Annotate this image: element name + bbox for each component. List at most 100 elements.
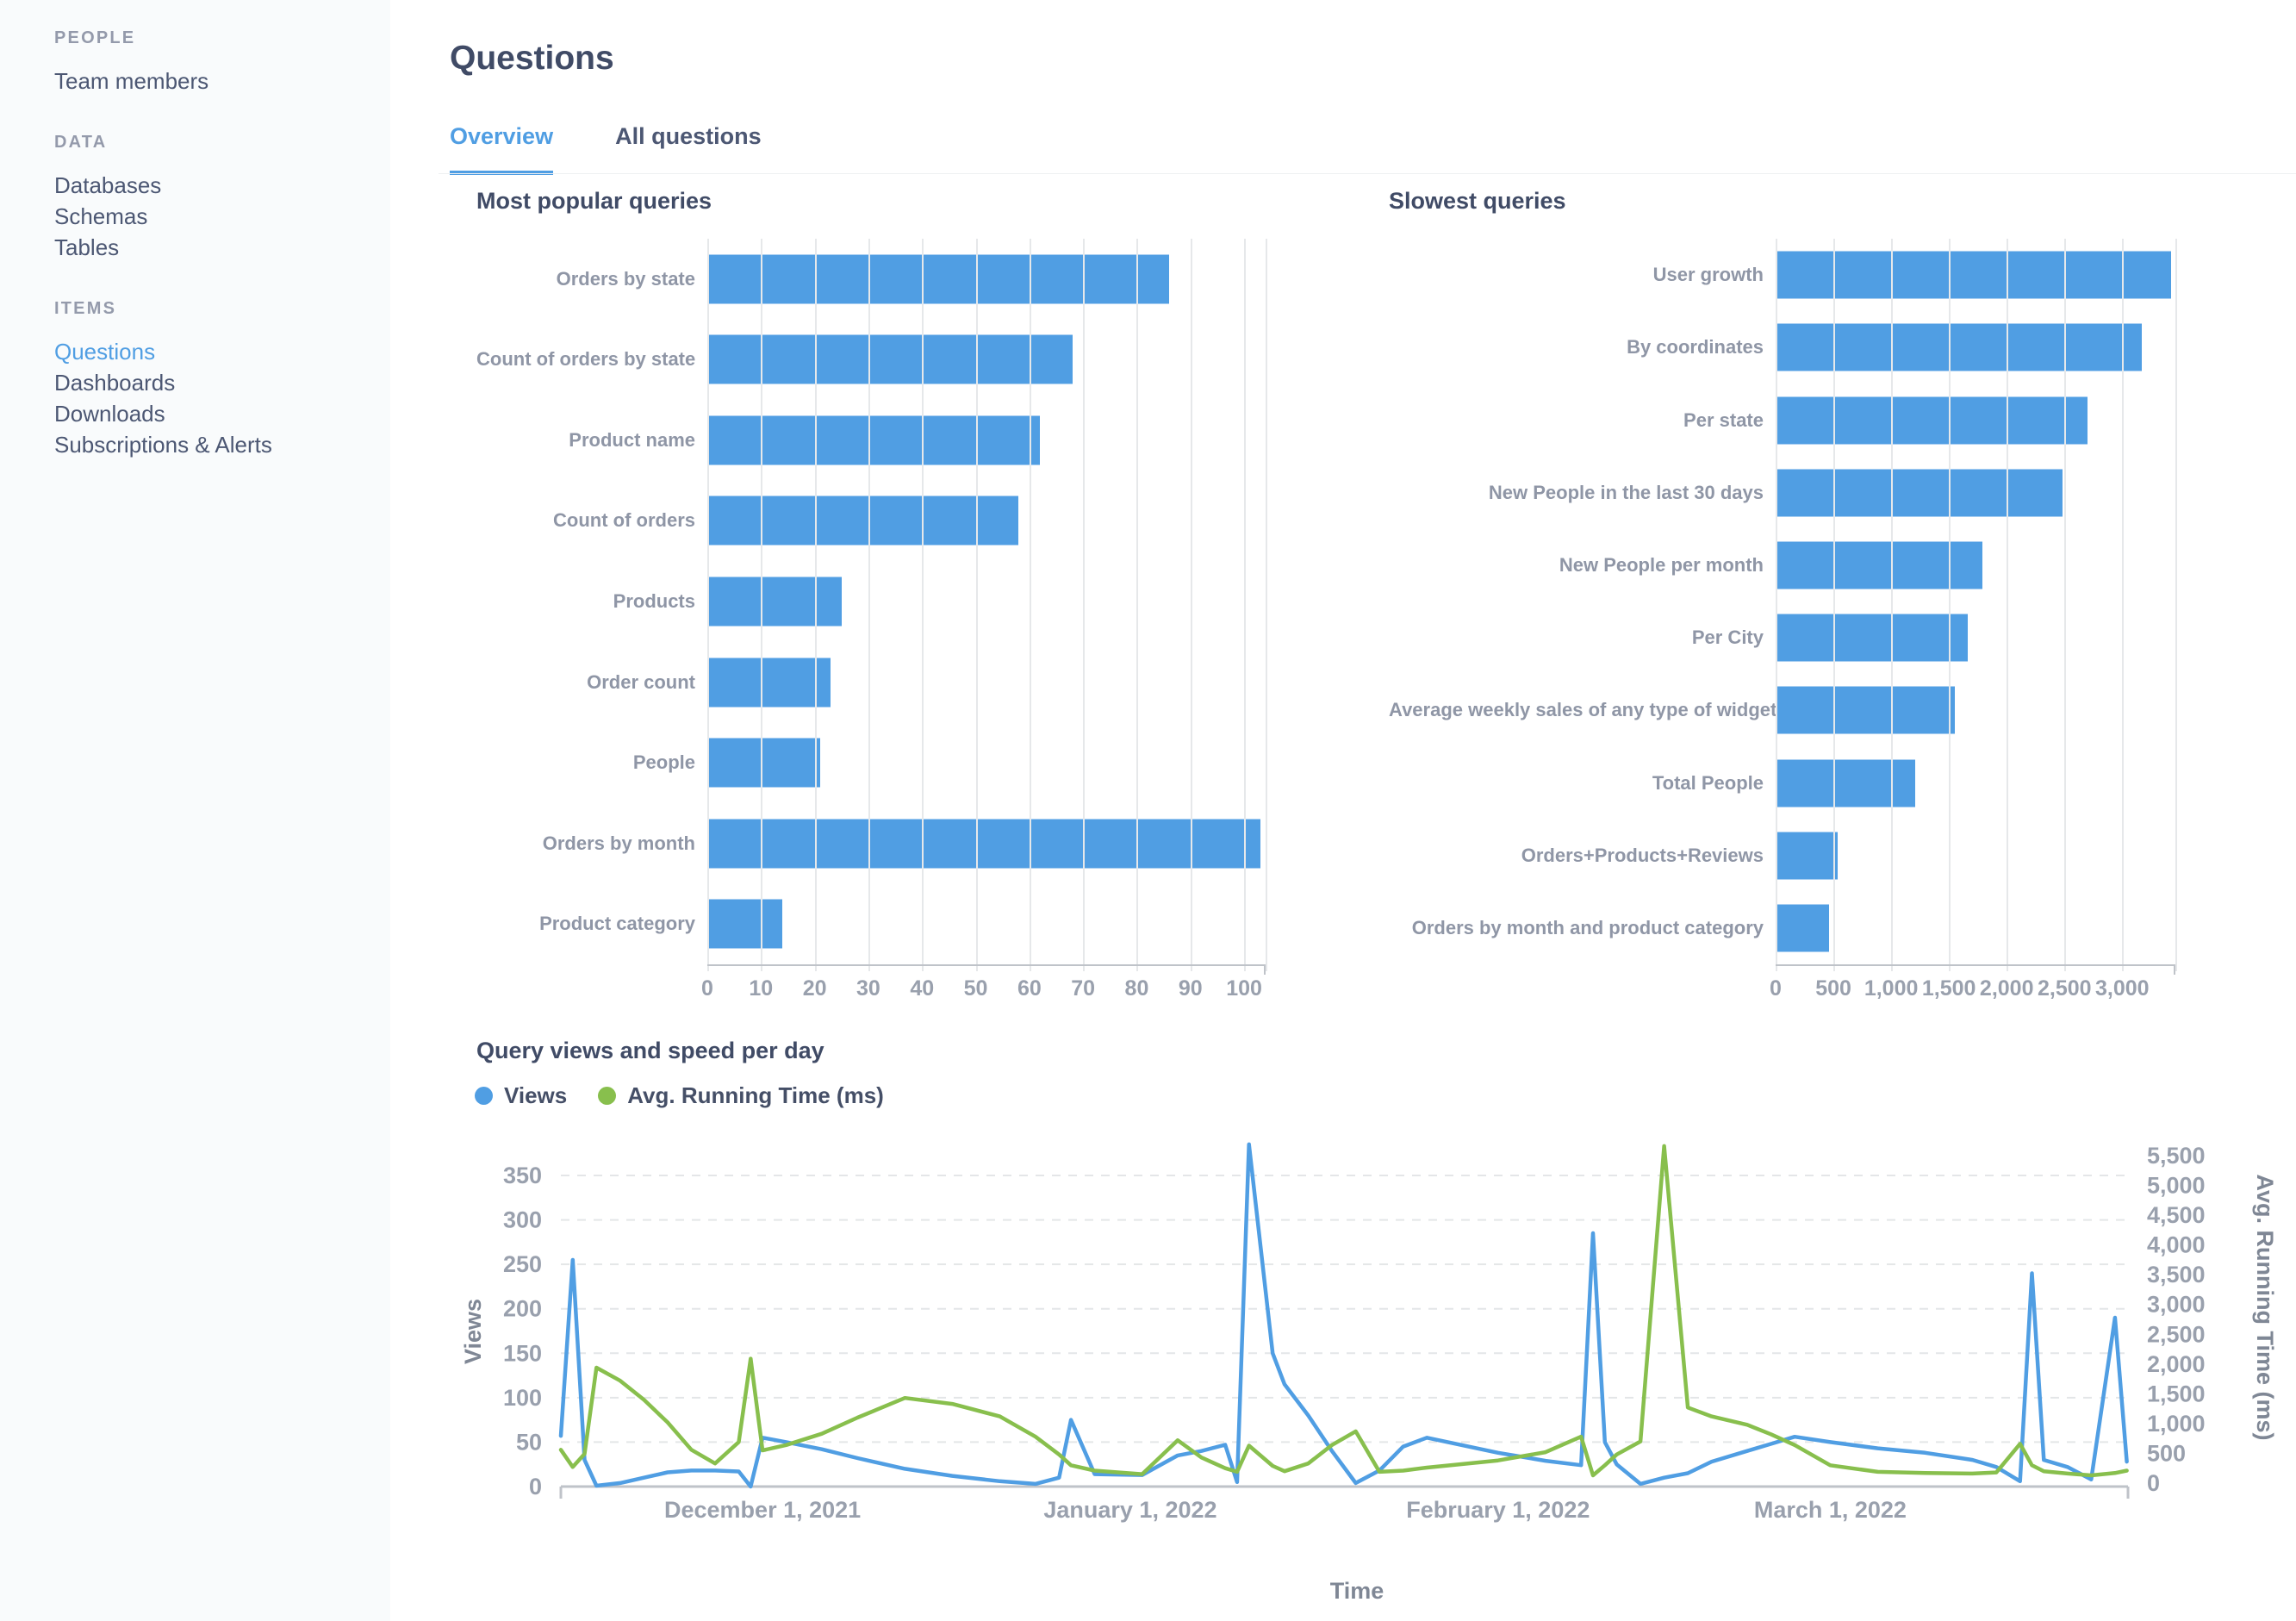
left-tick-label: 300 (503, 1207, 542, 1233)
avg-running-time-series-dot-icon (598, 1087, 617, 1105)
gridline (814, 239, 817, 971)
bar-track (1776, 602, 2175, 674)
bar[interactable] (1776, 904, 1829, 952)
bar-category-label: By coordinates (1627, 336, 1764, 358)
bar-row: Count of orders by state (476, 320, 1295, 401)
x-axis-line (707, 964, 1266, 975)
x-axis-ticks: 0 10 20 30 40 50 60 70 80 90 100 (476, 976, 1295, 1011)
bar-track (707, 239, 1266, 320)
bar[interactable] (1776, 469, 2063, 517)
most-popular-queries-chart: Most popular queries Orders by state Coun… (476, 188, 1295, 1011)
right-axis-title: Avg. Running Time (ms) (2252, 1174, 2278, 1440)
right-tick-label: 2,500 (2147, 1321, 2206, 1347)
bar-category-label: Product name (569, 428, 695, 451)
sidebar-item-questions[interactable]: Questions (54, 339, 156, 365)
bar[interactable] (707, 496, 1019, 546)
sidebar-section: ITEMS Questions Dashboards Downloads Subscri… (54, 299, 390, 460)
sidebar-item-downloads[interactable]: Downloads (54, 401, 165, 427)
bar-row: Orders by month and product category (1389, 892, 2207, 964)
x-tick-label: 500 (1815, 976, 1851, 1001)
x-tick-label: 70 (1071, 976, 1096, 1001)
x-tick-label: 100 (1226, 976, 1262, 1001)
x-tick-label: 60 (1017, 976, 1042, 1001)
bar-row: Average weekly sales of any type of widg… (1389, 674, 2207, 746)
tabs: Overview All questions (450, 123, 762, 175)
slowest-queries-chart: Slowest queries User growth By coordinate… (1389, 188, 2207, 1011)
bar-row: Per City (1389, 602, 2207, 674)
bar-rows: Orders by state Count of orders by state P… (476, 239, 1295, 971)
x-tick-label: 40 (910, 976, 935, 1001)
gridline (922, 239, 924, 971)
bar[interactable] (707, 415, 1041, 465)
bar[interactable] (707, 738, 820, 788)
bar-category-label: Orders by state (556, 267, 695, 290)
bar[interactable] (1776, 686, 1955, 734)
bar-category-label: Average weekly sales of any type of widg… (1389, 699, 1777, 721)
bar[interactable] (1776, 759, 1916, 807)
gridline (1083, 239, 1086, 971)
left-tick-label: 150 (503, 1340, 542, 1366)
bar[interactable] (707, 658, 831, 708)
x-tick-label: 30 (856, 976, 880, 1001)
bar[interactable] (1776, 541, 1983, 589)
bar[interactable] (1776, 832, 1839, 880)
bar-category-label: Count of orders by state (476, 348, 696, 371)
right-tick-label: 4,500 (2147, 1202, 2206, 1228)
sidebar-item-team-members[interactable]: Team members (54, 68, 209, 94)
x-tick-label: 2,500 (2037, 976, 2092, 1001)
left-tick-label: 200 (503, 1296, 542, 1322)
line-chart-legend: Views Avg. Running Time (ms) (475, 1082, 884, 1109)
plot-right-edge (2175, 239, 2177, 971)
bar[interactable] (1776, 614, 1968, 662)
bar-row: Orders by month (476, 803, 1295, 884)
bar-row: Orders+Products+Reviews (1389, 820, 2207, 892)
sidebar-item-databases[interactable]: Databases (54, 172, 162, 198)
bar[interactable] (707, 254, 1169, 304)
bar[interactable] (707, 577, 842, 627)
bar-row: Count of orders (476, 481, 1295, 562)
bar[interactable] (1776, 323, 2143, 371)
bar[interactable] (707, 899, 783, 949)
sidebar-item-schemas[interactable]: Schemas (54, 203, 148, 229)
bar-category-label: Total People (1652, 771, 1764, 794)
bar-track (1776, 457, 2175, 529)
views-series-dot-icon (475, 1087, 493, 1105)
x-tick-label: 90 (1178, 976, 1203, 1001)
bar-category-label: New People in the last 30 days (1488, 481, 1764, 503)
bar-category-label: Orders+Products+Reviews (1521, 844, 1764, 866)
sidebar-item-dashboards[interactable]: Dashboards (54, 370, 176, 396)
x-tick-label: 1,500 (1921, 976, 1976, 1001)
gridline (1029, 239, 1031, 971)
legend-label: Avg. Running Time (ms) (627, 1082, 884, 1108)
sidebar-item-subscriptions-alerts[interactable]: Subscriptions & Alerts (54, 432, 272, 458)
bar[interactable] (707, 819, 1260, 869)
bar-track (1776, 239, 2175, 311)
sidebar-section-label: DATA (54, 133, 108, 152)
axis-end-tick (2174, 964, 2175, 975)
bar[interactable] (1776, 251, 2171, 299)
chart-title: Most popular queries (476, 188, 712, 214)
legend-item-avg-running-time: Avg. Running Time (ms) (598, 1082, 884, 1109)
bar[interactable] (1776, 396, 2088, 444)
tab-all-questions[interactable]: All questions (615, 123, 762, 149)
bar[interactable] (707, 334, 1073, 384)
page-title: Questions (450, 40, 614, 77)
sidebar-item-tables[interactable]: Tables (54, 234, 120, 260)
right-tick-label: 3,000 (2147, 1292, 2206, 1318)
bar-row: Products (476, 561, 1295, 642)
right-tick-label: 2,000 (2147, 1351, 2206, 1377)
legend-item-views: Views (475, 1082, 567, 1109)
axis-end-tick (1264, 964, 1266, 975)
x-tick-label: February 1, 2022 (1406, 1497, 1590, 1523)
bar-track (707, 642, 1266, 723)
x-tick-label: 10 (749, 976, 774, 1001)
bar-track (707, 803, 1266, 884)
bar-category-label: Orders by month (542, 832, 695, 854)
left-tick-label: 250 (503, 1251, 542, 1277)
x-tick-label: December 1, 2021 (664, 1497, 861, 1523)
tabs-divider (439, 173, 2296, 174)
right-tick-label: 0 (2147, 1470, 2160, 1496)
bar-track (1776, 820, 2175, 892)
tab-overview[interactable]: Overview (450, 123, 554, 175)
